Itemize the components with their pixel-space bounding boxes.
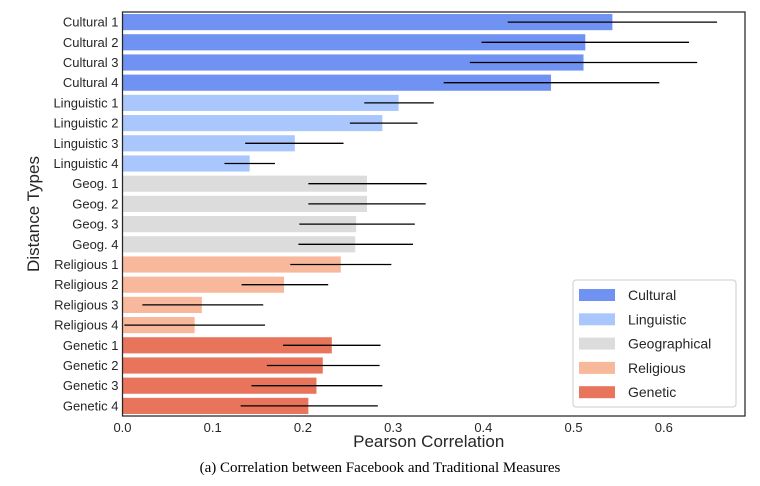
- y-tick-label: Linguistic 2: [53, 116, 118, 131]
- y-tick-label: Geog. 2: [72, 196, 118, 211]
- x-tick-label: 0.1: [204, 420, 222, 435]
- y-tick-label: Cultural 4: [63, 75, 119, 90]
- x-tick-labels: 0.0 0.1 0.2 0.3 0.4 0.5 0.6: [113, 420, 672, 435]
- y-tick-label: Genetic 4: [63, 398, 119, 413]
- bar-genetic-2: [122, 357, 323, 374]
- y-tick-label: Cultural 1: [63, 15, 119, 30]
- y-tick-label: Geog. 3: [72, 217, 118, 232]
- bar-linguistic-3: [122, 135, 295, 152]
- x-tick-label: 0.2: [294, 420, 312, 435]
- y-tick-label: Genetic 1: [63, 338, 119, 353]
- y-tick-label: Cultural 2: [63, 35, 119, 50]
- bars-group: [122, 14, 613, 414]
- legend-label-genetic: Genetic: [628, 384, 676, 400]
- bar-geog-2: [122, 195, 367, 212]
- bar-genetic-1: [122, 337, 332, 354]
- x-tick-label: 0.4: [474, 420, 492, 435]
- y-tick-label: Linguistic 1: [53, 95, 118, 110]
- y-tick-label: Linguistic 4: [53, 156, 118, 171]
- legend-label-linguistic: Linguistic: [628, 311, 686, 327]
- legend-label-cultural: Cultural: [628, 287, 676, 303]
- legend-label-religious: Religious: [628, 360, 686, 376]
- y-tick-label: Religious 2: [54, 277, 118, 292]
- bar-chart: Cultural 1 Cultural 2 Cultural 3 Cultural 4…: [24, 11, 746, 451]
- legend-swatch-cultural: [579, 289, 615, 301]
- x-tick-label: 0.0: [113, 420, 131, 435]
- legend-swatch-religious: [579, 361, 615, 374]
- legend-swatch-geographical: [579, 337, 615, 350]
- x-axis-title: Pearson Correlation: [353, 432, 504, 451]
- legend-swatch-genetic: [579, 386, 615, 399]
- bar-genetic-3: [122, 377, 317, 394]
- bar-cultural-2: [122, 34, 586, 51]
- figure-caption: (a) Correlation between Facebook and Tra…: [199, 460, 561, 476]
- bar-cultural-4: [122, 74, 552, 91]
- bar-cultural-1: [122, 14, 613, 31]
- legend: Cultural Linguistic Geographical Religious G…: [572, 279, 737, 408]
- bar-religious-1: [122, 256, 341, 273]
- bar-geog-3: [122, 216, 357, 233]
- y-tick-label: Religious 4: [54, 318, 118, 333]
- legend-swatch-linguistic: [579, 313, 615, 326]
- y-tick-label: Cultural 3: [63, 55, 119, 70]
- y-tick-label: Genetic 3: [63, 378, 119, 393]
- bar-religious-2: [122, 276, 284, 293]
- y-tick-label: Linguistic 3: [53, 136, 118, 151]
- x-tick-label: 0.5: [565, 420, 583, 435]
- y-tick-label: Geog. 1: [72, 176, 118, 191]
- x-tick-label: 0.6: [655, 420, 673, 435]
- x-tick-label: 0.3: [384, 420, 402, 435]
- y-tick-label: Genetic 2: [63, 358, 119, 373]
- bar-cultural-3: [122, 54, 584, 71]
- bar-geog-4: [122, 236, 356, 253]
- legend-label-geographical: Geographical: [628, 336, 711, 352]
- error-bars-group: [124, 21, 718, 407]
- y-axis-title: Distance Types: [24, 156, 43, 272]
- y-tick-label: Religious 1: [54, 257, 118, 272]
- y-tick-labels: Cultural 1 Cultural 2 Cultural 3 Cultural 4…: [53, 15, 118, 414]
- bar-linguistic-1: [122, 94, 399, 111]
- bar-linguistic-4: [122, 155, 250, 172]
- plot-frame: [121, 11, 746, 417]
- legend-box: [572, 279, 737, 408]
- bar-linguistic-2: [122, 115, 383, 132]
- y-tick-label: Religious 3: [54, 297, 118, 312]
- bar-geog-1: [122, 175, 367, 192]
- bar-genetic-4: [122, 397, 309, 414]
- y-tick-label: Geog. 4: [72, 237, 118, 252]
